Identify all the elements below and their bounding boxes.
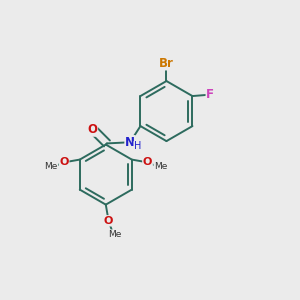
Text: O: O	[104, 216, 113, 226]
Text: O: O	[59, 158, 69, 167]
Text: Br: Br	[159, 57, 174, 70]
Text: Me: Me	[108, 230, 121, 239]
Text: O: O	[143, 158, 152, 167]
Text: H: H	[134, 141, 141, 152]
Text: Me: Me	[44, 163, 58, 172]
Text: Me: Me	[154, 163, 167, 172]
Text: F: F	[206, 88, 214, 101]
Text: O: O	[87, 123, 98, 136]
Text: N: N	[125, 136, 135, 149]
